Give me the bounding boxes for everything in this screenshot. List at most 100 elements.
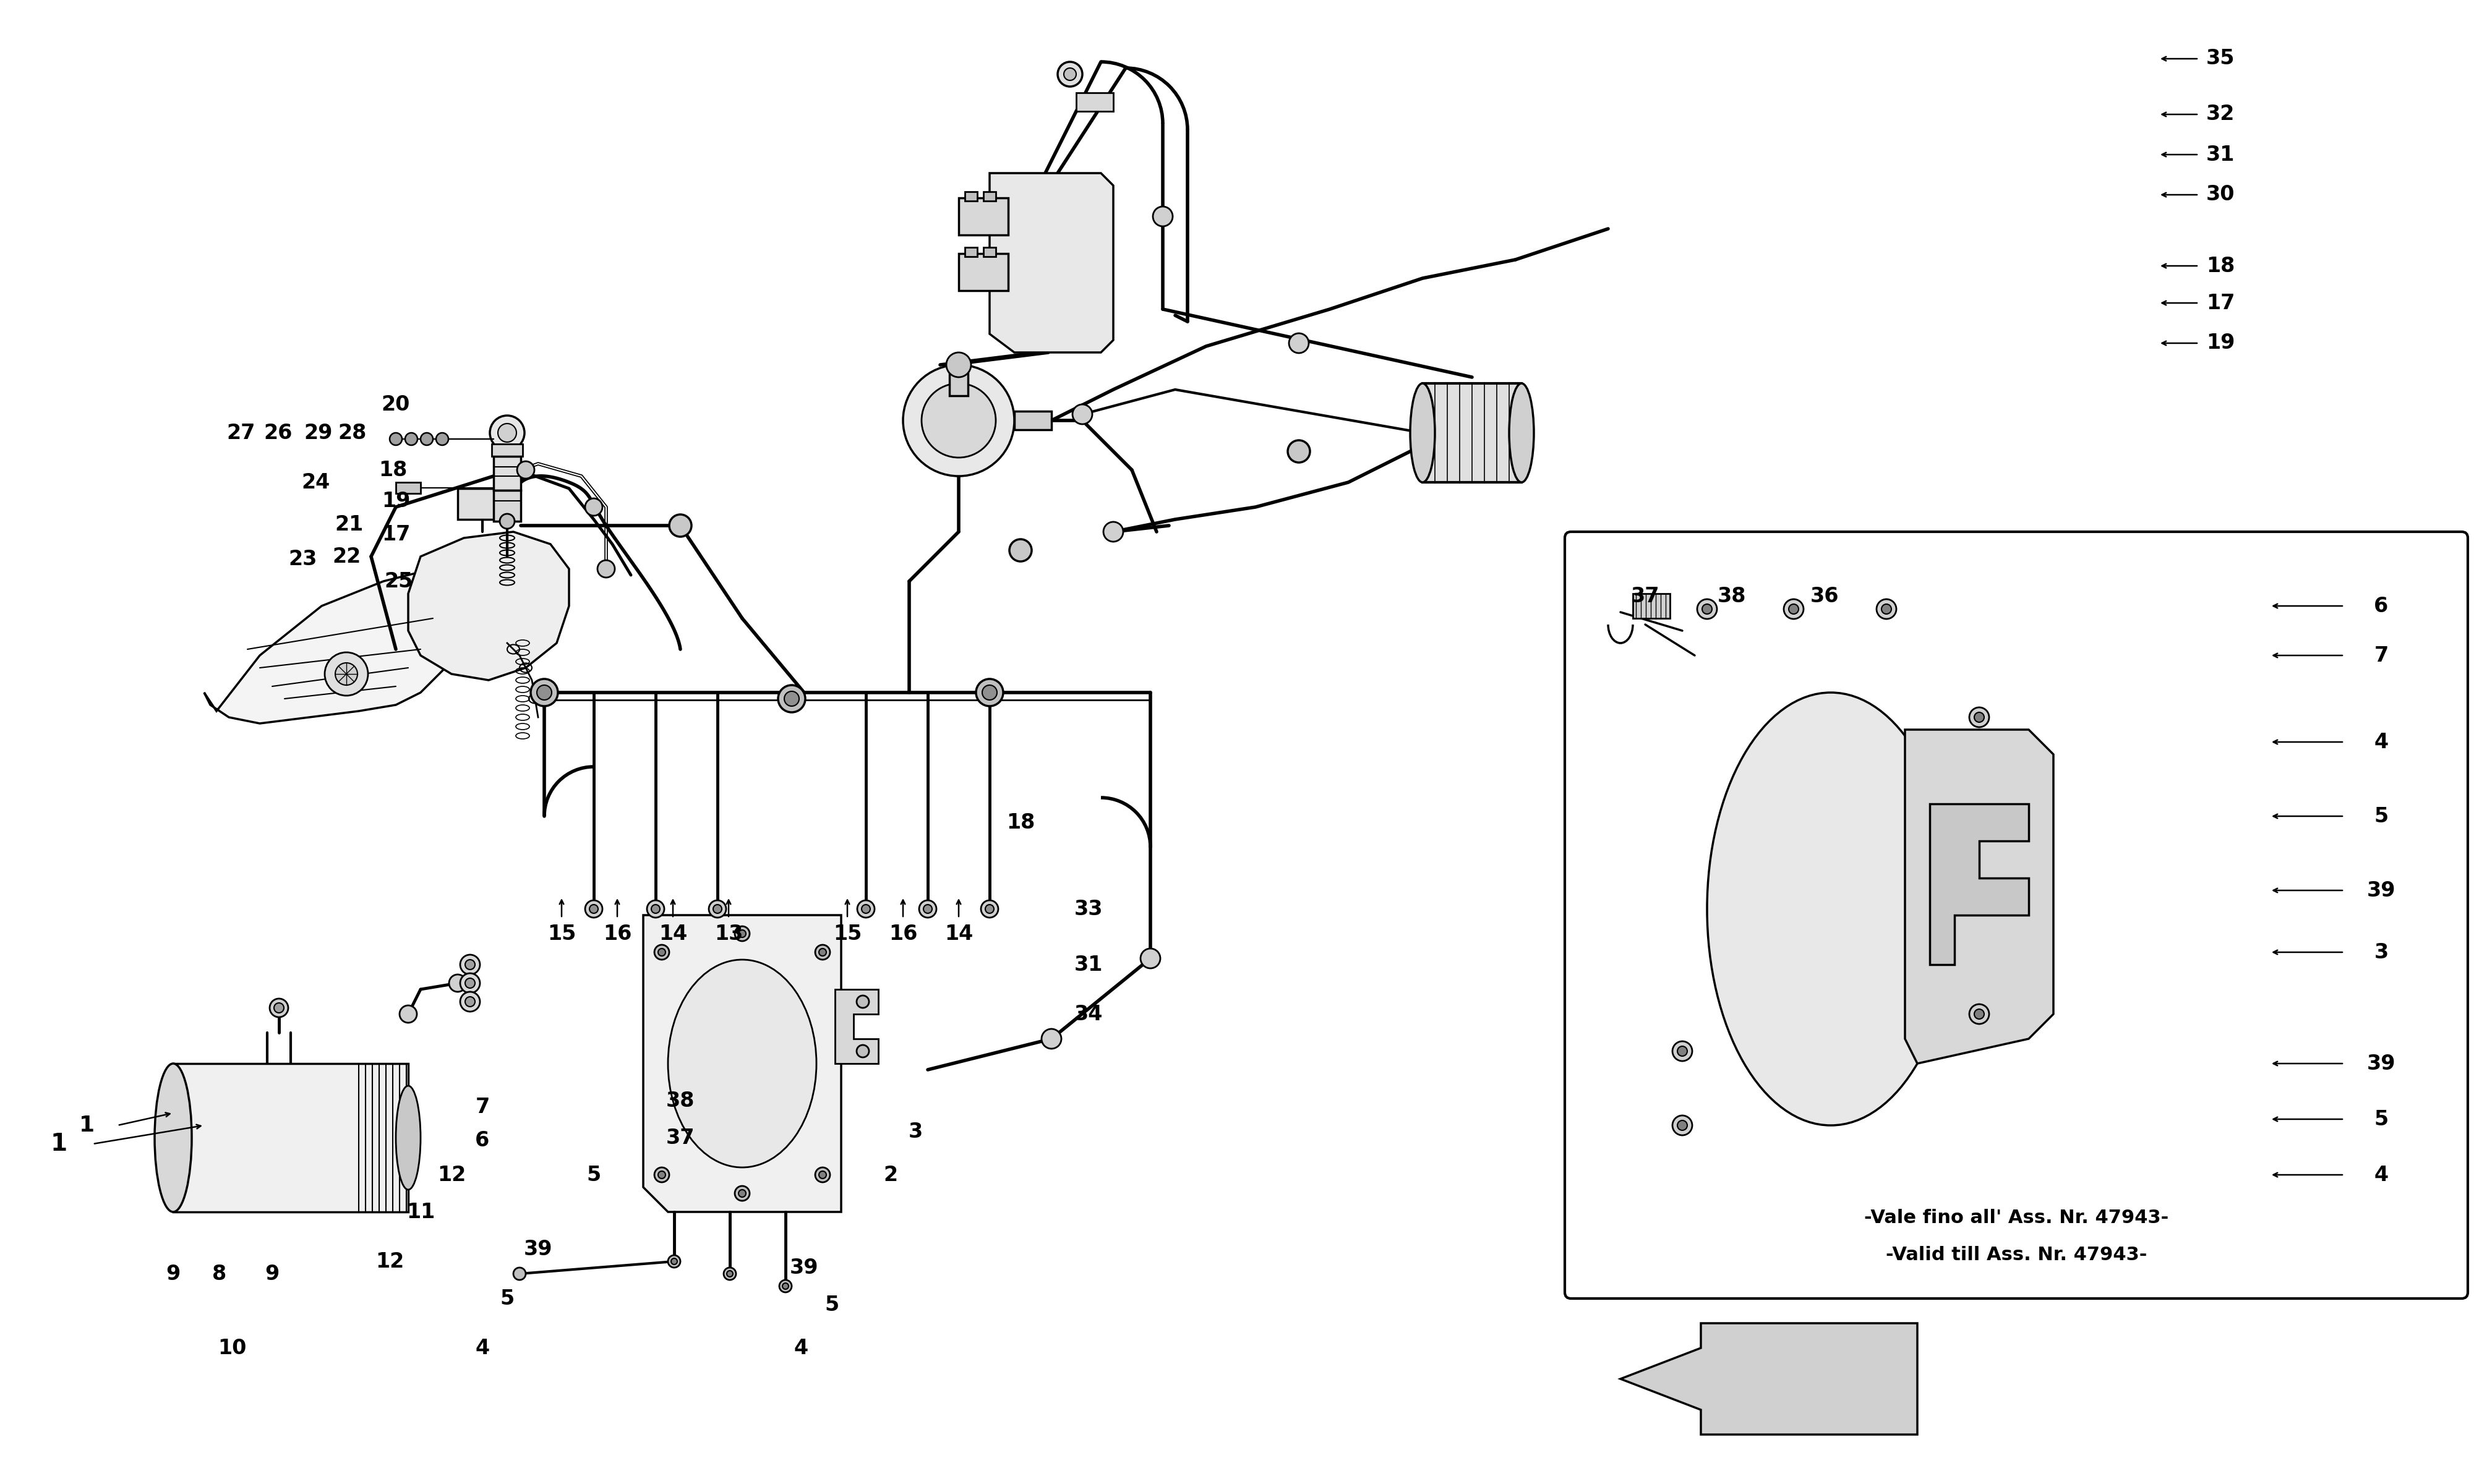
Circle shape [903, 365, 1014, 476]
Text: 5: 5 [500, 1288, 515, 1309]
Polygon shape [1620, 1324, 1917, 1435]
Bar [495, 490, 520, 521]
Text: 39: 39 [2368, 1054, 2395, 1074]
Bar [965, 191, 977, 200]
Text: 2: 2 [883, 1165, 898, 1186]
Circle shape [658, 1171, 666, 1178]
Circle shape [529, 680, 559, 706]
Text: 29: 29 [304, 423, 334, 444]
Bar [495, 457, 520, 490]
Text: 39: 39 [524, 1239, 552, 1260]
Bar [396, 482, 421, 493]
Circle shape [722, 1267, 737, 1279]
Text: 38: 38 [1717, 586, 1747, 607]
Text: 38: 38 [666, 1091, 695, 1112]
Text: 16: 16 [604, 923, 631, 944]
Text: 10: 10 [218, 1337, 247, 1358]
Circle shape [460, 991, 480, 1012]
Circle shape [490, 416, 524, 450]
Circle shape [1103, 522, 1123, 542]
Polygon shape [1423, 383, 1522, 482]
Text: 35: 35 [2207, 49, 2234, 68]
Bar [960, 254, 1009, 291]
Circle shape [465, 960, 475, 969]
Circle shape [923, 905, 933, 913]
Circle shape [920, 383, 995, 457]
Polygon shape [643, 916, 841, 1212]
Circle shape [980, 901, 999, 917]
Circle shape [858, 901, 876, 917]
Circle shape [737, 1190, 747, 1198]
Circle shape [324, 653, 369, 696]
Circle shape [861, 905, 871, 913]
Circle shape [1974, 1009, 1984, 1020]
Text: 37: 37 [1630, 586, 1660, 607]
Circle shape [727, 1270, 732, 1276]
Circle shape [460, 974, 480, 993]
Circle shape [658, 948, 666, 956]
Circle shape [651, 905, 661, 913]
Text: 28: 28 [339, 423, 366, 444]
Polygon shape [408, 531, 569, 680]
Text: 15: 15 [547, 923, 576, 944]
Circle shape [1153, 206, 1173, 226]
Circle shape [500, 513, 515, 528]
Circle shape [985, 905, 995, 913]
Text: -Valid till Ass. Nr. 47943-: -Valid till Ass. Nr. 47943- [1885, 1247, 2147, 1264]
Circle shape [275, 1003, 285, 1012]
Circle shape [819, 948, 826, 956]
Text: 32: 32 [2207, 104, 2234, 125]
Circle shape [735, 1186, 750, 1201]
Polygon shape [1930, 804, 2029, 965]
Text: 9: 9 [265, 1263, 280, 1284]
Circle shape [668, 1255, 680, 1267]
Circle shape [515, 1267, 524, 1279]
Bar [1014, 411, 1051, 430]
Ellipse shape [153, 1064, 193, 1212]
Text: 7: 7 [2375, 646, 2387, 666]
Text: 39: 39 [789, 1257, 819, 1278]
Circle shape [653, 1168, 668, 1183]
Text: 14: 14 [658, 923, 688, 944]
Circle shape [1784, 600, 1804, 619]
Text: 34: 34 [1074, 1003, 1103, 1024]
Circle shape [401, 1006, 416, 1022]
Text: 3: 3 [2375, 942, 2387, 963]
Text: 11: 11 [406, 1202, 435, 1223]
Circle shape [1672, 1042, 1692, 1061]
Bar [492, 444, 522, 457]
Text: 4: 4 [2375, 1165, 2387, 1186]
Circle shape [1677, 1046, 1687, 1057]
Text: 18: 18 [379, 460, 408, 481]
Bar [960, 197, 1009, 234]
Text: 4: 4 [475, 1337, 490, 1358]
Circle shape [648, 901, 663, 917]
Circle shape [435, 433, 448, 445]
Text: 8: 8 [213, 1263, 228, 1284]
Text: 31: 31 [2207, 144, 2234, 165]
Circle shape [1141, 948, 1160, 968]
Text: 31: 31 [1074, 954, 1103, 975]
Circle shape [1009, 539, 1032, 561]
Text: 6: 6 [475, 1131, 490, 1152]
Circle shape [517, 462, 534, 478]
Circle shape [497, 423, 517, 442]
Circle shape [1289, 334, 1309, 353]
Bar [985, 248, 995, 257]
Circle shape [586, 499, 604, 515]
Bar [1633, 594, 1670, 619]
Text: 4: 4 [2375, 732, 2387, 752]
Circle shape [270, 999, 287, 1017]
Circle shape [1789, 604, 1799, 614]
Ellipse shape [1707, 693, 1954, 1125]
Text: 6: 6 [2375, 595, 2387, 616]
Text: 24: 24 [302, 472, 329, 493]
Circle shape [670, 1258, 678, 1264]
Bar [458, 488, 515, 519]
Text: 1: 1 [49, 1132, 67, 1156]
Circle shape [450, 975, 465, 991]
Circle shape [784, 692, 799, 706]
Circle shape [1286, 441, 1311, 463]
Circle shape [856, 1045, 868, 1057]
Text: 17: 17 [381, 525, 411, 545]
